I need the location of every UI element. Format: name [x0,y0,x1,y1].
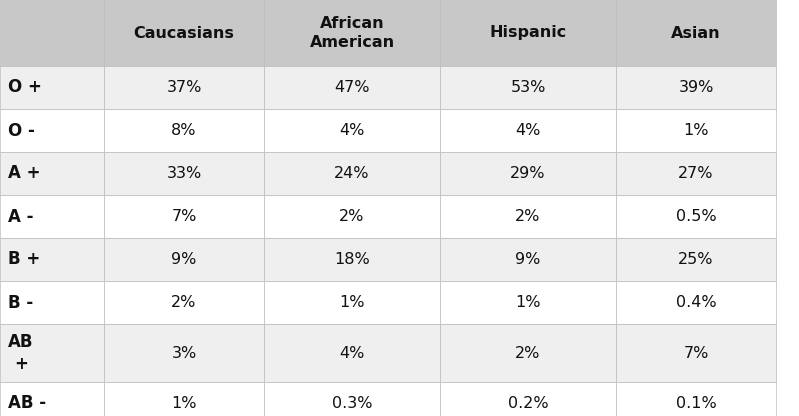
Text: 9%: 9% [171,252,197,267]
Bar [440,0,616,66]
Bar [440,195,616,238]
Text: 53%: 53% [511,80,546,95]
Text: AB -: AB - [8,394,46,413]
Bar [104,152,264,195]
Bar [0,382,104,416]
Bar [264,281,440,324]
Text: 4%: 4% [515,123,541,138]
Text: 0.1%: 0.1% [676,396,717,411]
Text: O -: O - [8,121,35,139]
Bar [104,382,264,416]
Bar [0,238,104,281]
Bar [264,324,440,382]
Text: 18%: 18% [334,252,370,267]
Bar [264,382,440,416]
Text: 8%: 8% [171,123,197,138]
Bar [616,0,776,66]
Bar [264,109,440,152]
Bar [264,0,440,66]
Text: 0.2%: 0.2% [507,396,548,411]
Text: 1%: 1% [683,123,709,138]
Text: A +: A + [8,164,41,183]
Text: 2%: 2% [515,209,541,224]
Text: 0.4%: 0.4% [676,295,717,310]
Bar [104,238,264,281]
Text: 1%: 1% [171,396,197,411]
Bar [0,0,104,66]
Text: B -: B - [8,294,34,312]
Text: 2%: 2% [340,209,364,224]
Bar [264,195,440,238]
Text: 4%: 4% [340,346,364,361]
Bar [440,238,616,281]
Bar [104,281,264,324]
Text: A -: A - [8,208,34,225]
Text: O +: O + [8,79,42,97]
Text: 39%: 39% [678,80,714,95]
Text: Caucasians: Caucasians [133,25,234,40]
Bar [0,109,104,152]
Bar [440,382,616,416]
Text: 25%: 25% [678,252,714,267]
Bar [440,324,616,382]
Bar [440,281,616,324]
Text: 7%: 7% [171,209,197,224]
Text: 1%: 1% [515,295,541,310]
Text: 4%: 4% [340,123,364,138]
Bar [0,152,104,195]
Bar [440,152,616,195]
Text: 33%: 33% [166,166,201,181]
Text: 0.3%: 0.3% [332,396,372,411]
Text: 3%: 3% [171,346,197,361]
Text: AB
+: AB + [8,333,34,373]
Text: B +: B + [8,250,40,268]
Bar [616,152,776,195]
Bar [0,195,104,238]
Text: 2%: 2% [171,295,197,310]
Bar [264,238,440,281]
Bar [104,324,264,382]
Text: 29%: 29% [511,166,546,181]
Bar [616,281,776,324]
Bar [104,195,264,238]
Text: 37%: 37% [166,80,201,95]
Bar [616,66,776,109]
Bar [440,66,616,109]
Bar [616,195,776,238]
Text: 47%: 47% [334,80,370,95]
Bar [0,66,104,109]
Bar [264,66,440,109]
Text: Asian: Asian [671,25,721,40]
Text: 27%: 27% [678,166,714,181]
Text: 24%: 24% [334,166,370,181]
Bar [104,0,264,66]
Text: Hispanic: Hispanic [489,25,566,40]
Bar [616,109,776,152]
Text: 7%: 7% [683,346,709,361]
Bar [616,324,776,382]
Text: 2%: 2% [515,346,541,361]
Bar [0,324,104,382]
Text: 1%: 1% [340,295,365,310]
Bar [104,109,264,152]
Text: African
American: African American [309,16,395,50]
Bar [264,152,440,195]
Text: 9%: 9% [515,252,541,267]
Text: 0.5%: 0.5% [676,209,717,224]
Bar [440,109,616,152]
Bar [104,66,264,109]
Bar [0,281,104,324]
Bar [616,382,776,416]
Bar [616,238,776,281]
